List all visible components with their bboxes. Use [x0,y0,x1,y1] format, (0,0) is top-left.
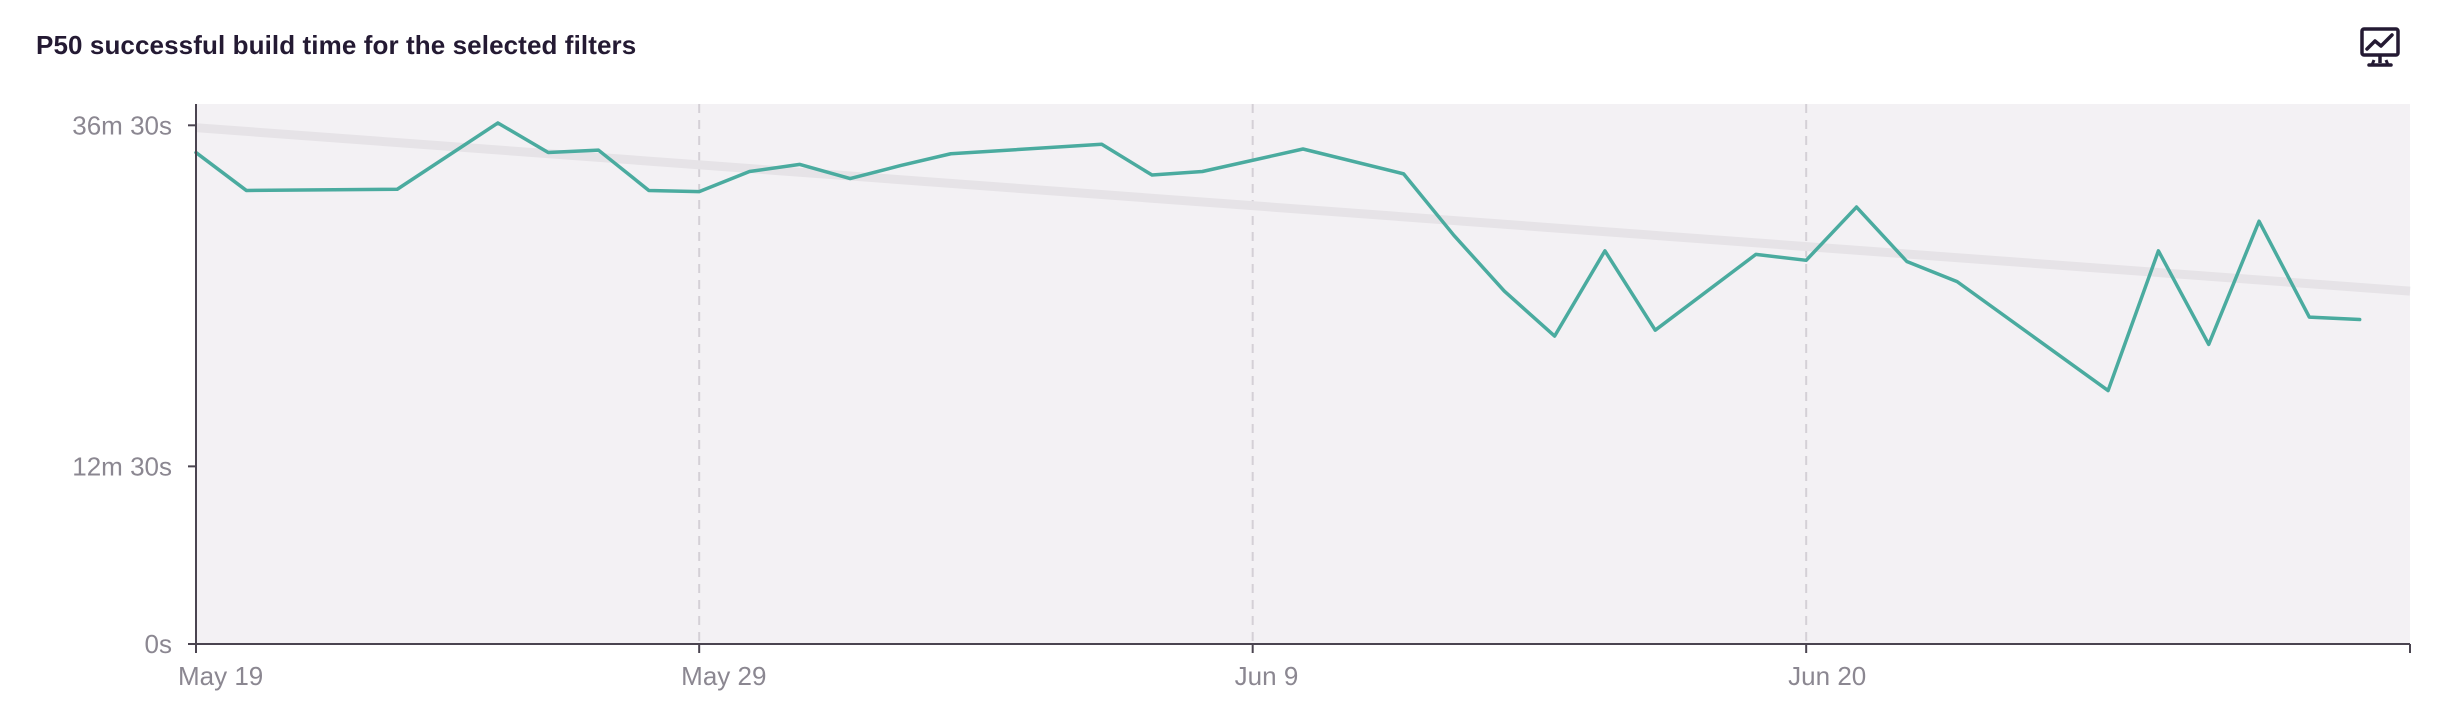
y-tick-label: 36m 30s [72,110,172,140]
x-tick-label: May 29 [681,661,766,691]
x-tick-label: Jun 20 [1788,661,1866,691]
series-line [194,121,2362,393]
x-tick-label: Jun 9 [1235,661,1299,691]
y-tick-label: 0s [145,629,172,659]
chart-title: P50 successful build time for the select… [36,30,637,60]
x-tick-label: May 19 [178,661,263,691]
trend-line [195,123,2411,296]
plot-area [196,104,2410,644]
y-tick-label: 12m 30s [72,451,172,481]
line-chart-monitor-icon[interactable] [2356,24,2404,72]
